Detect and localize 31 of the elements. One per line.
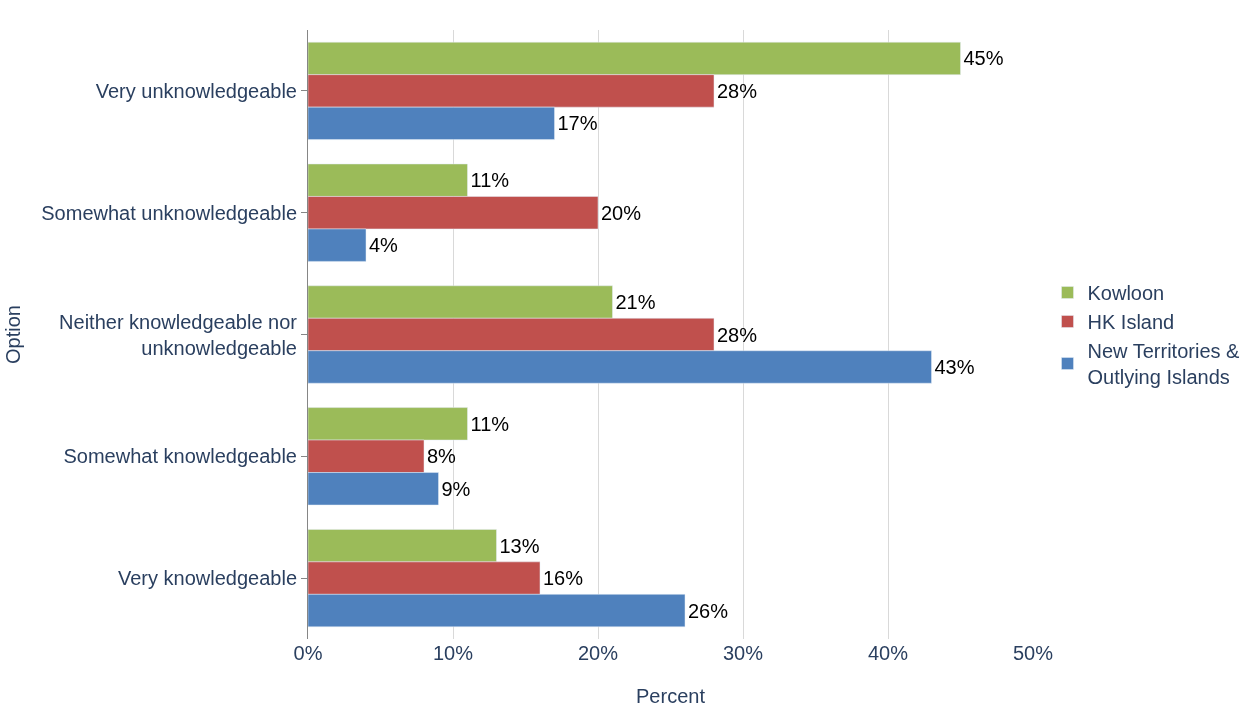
data-label: 13% bbox=[499, 534, 540, 557]
data-label: 17% bbox=[557, 112, 598, 135]
data-label: 21% bbox=[615, 291, 656, 314]
y-tick-label: Somewhat knowledgeable bbox=[63, 445, 297, 468]
x-tick-label: 10% bbox=[432, 642, 474, 664]
x-tick-label: 0% bbox=[293, 642, 323, 664]
y-tick-label: Very unknowledgeable bbox=[95, 79, 297, 102]
y-tick-label: Neither knowledgeable nor unknowledgeable bbox=[59, 310, 298, 359]
x-axis-title: Percent bbox=[636, 684, 706, 707]
legend-label: New Territories & Outlying Islands bbox=[1087, 340, 1241, 389]
data-label: 8% bbox=[427, 445, 457, 468]
y-axis-title: Option bbox=[1, 305, 24, 364]
data-label: 20% bbox=[601, 201, 642, 224]
data-label: 11% bbox=[470, 412, 510, 435]
data-label: 9% bbox=[441, 477, 471, 500]
x-tick-label: 50% bbox=[1012, 642, 1054, 664]
data-label: 28% bbox=[717, 79, 758, 102]
data-label: 43% bbox=[934, 355, 975, 378]
y-tick-label: Somewhat unknowledgeable bbox=[41, 201, 297, 224]
data-label: 16% bbox=[543, 567, 584, 590]
legend-label: Kowloon bbox=[1087, 282, 1165, 305]
data-label: 28% bbox=[717, 323, 758, 346]
x-tick-label: 40% bbox=[867, 642, 909, 664]
y-tick-label: Very knowledgeable bbox=[117, 567, 297, 590]
data-label: 26% bbox=[688, 599, 729, 622]
x-tick-label: 30% bbox=[722, 642, 764, 664]
data-label: 4% bbox=[369, 234, 399, 257]
legend-label: HK Island bbox=[1087, 311, 1175, 334]
x-tick-label: 20% bbox=[577, 642, 619, 664]
data-label: 11% bbox=[470, 169, 510, 192]
data-label: 45% bbox=[963, 47, 1004, 70]
